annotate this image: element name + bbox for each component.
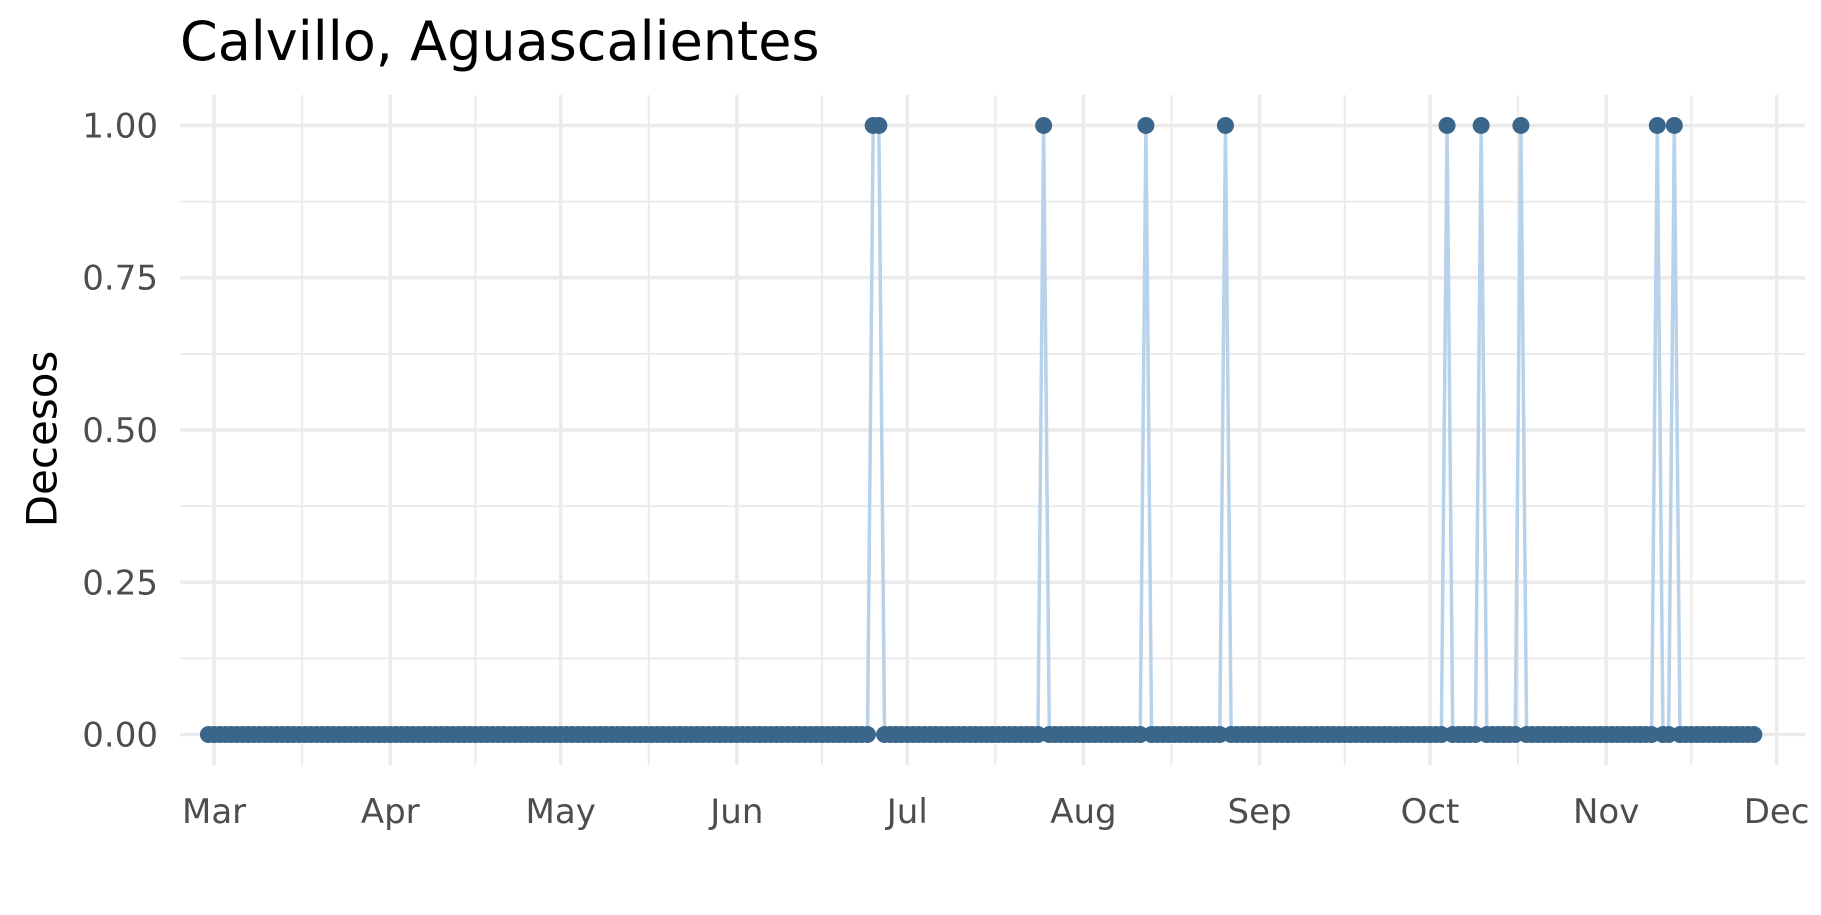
y-tick-label: 0.50 [82, 411, 158, 451]
data-point [1216, 116, 1234, 134]
data-point [1137, 116, 1155, 134]
x-tick-label: May [526, 792, 596, 832]
x-tick-label: Nov [1573, 792, 1639, 832]
x-tick-label: Sep [1227, 792, 1291, 832]
y-tick-label: 1.00 [82, 106, 158, 146]
chart-title: Calvillo, Aguascalientes [180, 10, 820, 73]
data-point [1512, 116, 1530, 134]
x-tick-label: Aug [1050, 792, 1116, 832]
data-point [1745, 726, 1763, 744]
data-point [1665, 116, 1683, 134]
data-point [1648, 116, 1666, 134]
data-point [870, 116, 888, 134]
data-point [859, 726, 876, 744]
data-point [1438, 116, 1456, 134]
x-tick-label: Apr [361, 792, 420, 832]
x-tick-label: Jul [885, 792, 928, 832]
x-tick-label: Dec [1744, 792, 1810, 832]
y-tick-label: 0.00 [82, 716, 158, 756]
x-tick-label: Mar [182, 792, 246, 832]
y-tick-label: 0.75 [82, 259, 158, 299]
x-tick-label: Oct [1401, 792, 1460, 832]
data-point [1472, 116, 1490, 134]
y-tick-label: 0.25 [82, 563, 158, 603]
x-tick-label: Jun [708, 792, 763, 832]
data-point [1035, 116, 1053, 134]
